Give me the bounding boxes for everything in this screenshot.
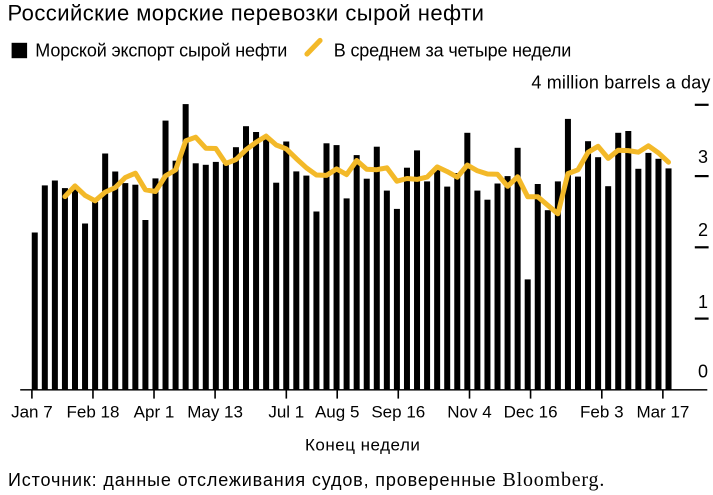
svg-text:May 13: May 13: [187, 403, 243, 422]
svg-text:Apr 1: Apr 1: [134, 403, 175, 422]
svg-text:Aug 5: Aug 5: [315, 403, 359, 422]
svg-text:Feb 18: Feb 18: [67, 403, 120, 422]
svg-text:Mar 17: Mar 17: [636, 403, 689, 422]
svg-text:Dec 16: Dec 16: [504, 403, 558, 422]
svg-text:Морской экспорт сырой нефти: Морской экспорт сырой нефти: [35, 41, 287, 61]
svg-text:4 million barrels a day: 4 million barrels a day: [531, 72, 710, 92]
svg-text:1: 1: [698, 292, 708, 312]
svg-text:Российские морские перевозки с: Российские морские перевозки сырой нефти: [8, 1, 485, 26]
svg-text:Sep 16: Sep 16: [371, 403, 425, 422]
svg-text:0: 0: [698, 361, 708, 381]
svg-text:2: 2: [698, 220, 708, 240]
svg-text:Источник: данные отслеживания: Источник: данные отслеживания судов, про…: [8, 469, 605, 491]
svg-text:Feb 3: Feb 3: [580, 403, 623, 422]
svg-text:Конец недели: Конец недели: [305, 435, 420, 454]
svg-text:Jan 7: Jan 7: [11, 403, 53, 422]
svg-text:Jul 1: Jul 1: [268, 403, 304, 422]
svg-text:3: 3: [698, 147, 708, 167]
svg-text:Nov 4: Nov 4: [447, 403, 491, 422]
svg-text:В среднем за четыре недели: В среднем за четыре недели: [334, 41, 571, 61]
